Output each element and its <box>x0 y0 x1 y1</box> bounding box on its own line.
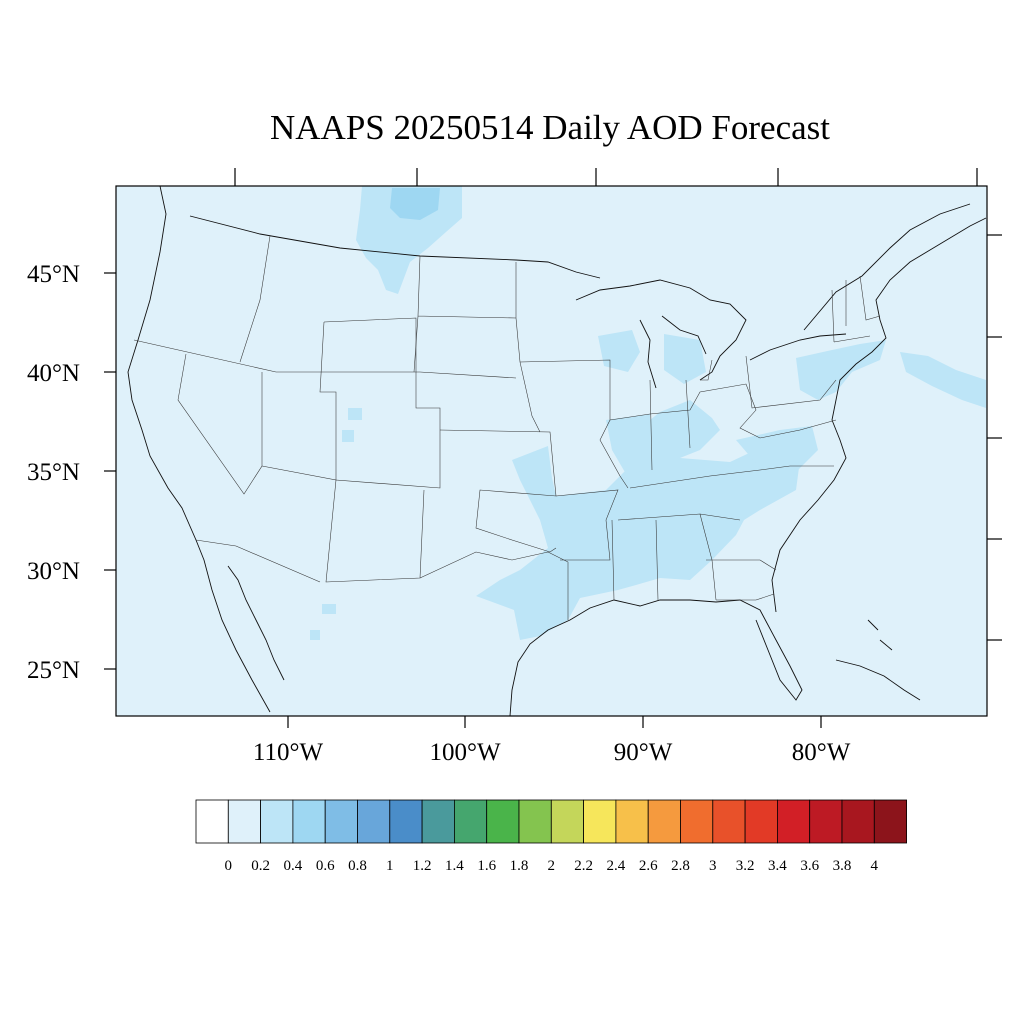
colorbar-tick-label: 1 <box>386 858 394 874</box>
aod-region-great-lakes <box>598 330 706 384</box>
state-line <box>413 255 541 433</box>
gulf-coastline <box>509 599 803 717</box>
colorbar-swatch <box>227 799 262 844</box>
colorbar-tick-label: 2.6 <box>639 858 658 874</box>
aod-region-ohio-valley <box>606 414 650 474</box>
state-line <box>519 359 629 489</box>
lon-label: 90°W <box>614 739 673 766</box>
colorbar-swatch <box>518 799 552 844</box>
colorbar-swatch <box>421 799 455 844</box>
colorbar-swatch <box>260 799 294 844</box>
colorbar-swatch <box>550 799 584 844</box>
colorbar-tick-label: 3.4 <box>768 858 787 874</box>
aod-region-montana-plume-edge <box>356 186 462 294</box>
aod-shading-layer <box>310 186 986 640</box>
colorbar-swatch <box>583 799 617 844</box>
colorbar-tick-label: 3.8 <box>833 858 852 874</box>
state-line <box>419 489 619 620</box>
aod-region-south-central-us <box>476 400 800 640</box>
colorbar-swatch <box>615 799 649 844</box>
lat-label: 45°N <box>27 261 80 288</box>
lat-label: 30°N <box>27 558 80 585</box>
colorbar-swatch <box>647 799 681 844</box>
colorbar-tick-label: 0 <box>225 858 233 874</box>
colorbar-swatch <box>712 799 746 844</box>
aod-region-atlantic-offshore <box>900 352 986 408</box>
colorbar-swatch <box>873 799 907 844</box>
lon-label: 110°W <box>253 739 324 766</box>
colorbar-swatch <box>292 799 326 844</box>
aod-region-mexico-speck <box>310 604 336 640</box>
state-line <box>133 235 517 379</box>
colorbar-tick-label: 2.2 <box>574 858 593 874</box>
state-line <box>319 317 441 489</box>
pacific-coastline <box>127 185 271 713</box>
cuba-bahamas <box>835 619 921 701</box>
colorbar-tick-label: 2.4 <box>607 858 626 874</box>
map-frame <box>115 185 988 717</box>
colorbar-swatch <box>357 799 391 844</box>
map-title: NAAPS 20250514 Daily AOD Forecast <box>270 108 830 147</box>
colorbar-swatch <box>324 799 358 844</box>
state-line <box>831 275 881 343</box>
colorbar-swatch <box>486 799 520 844</box>
colorbar-tick-label: 0.8 <box>348 858 367 874</box>
colorbar-labels: 0 0.2 0.4 0.6 0.8 1 1.2 1.4 1.6 1.8 2 2.2 2.4 2.6 2.8 3… <box>225 858 879 874</box>
colorbar-swatch <box>744 799 778 844</box>
great-lakes-outline <box>575 279 847 389</box>
state-line <box>611 465 834 601</box>
atlantic-coastline <box>771 217 987 613</box>
state-line <box>649 355 837 471</box>
colorbar-tick-label: 0.2 <box>251 858 270 874</box>
colorbar-tick-label: 2.8 <box>671 858 690 874</box>
lat-label: 25°N <box>27 657 80 684</box>
colorbar-swatch <box>841 799 875 844</box>
colorbar-tick-label: 2 <box>548 858 556 874</box>
lon-label: 100°W <box>429 739 500 766</box>
colorbar-swatch <box>389 799 423 844</box>
state-line <box>177 353 263 495</box>
aod-region-carolinas <box>736 426 818 470</box>
colorbar-tick-label: 1.2 <box>413 858 432 874</box>
colorbar-tick-label: 1.6 <box>477 858 496 874</box>
colorbar-swatch <box>777 799 811 844</box>
colorbar-swatch <box>195 799 229 844</box>
colorbar-swatch <box>680 799 714 844</box>
colorbar-tick-label: 0.4 <box>284 858 303 874</box>
colorbar-swatch <box>809 799 843 844</box>
axis-ticks <box>104 168 1002 728</box>
aod-region-colorado-speck <box>342 408 362 442</box>
colorbar-tick-label: 3.6 <box>800 858 819 874</box>
state-line <box>706 559 777 601</box>
colorbar-tick-label: 1.4 <box>445 858 464 874</box>
baja-california <box>227 565 285 681</box>
lat-label: 40°N <box>27 360 80 387</box>
aod-region-montana-plume <box>390 188 440 220</box>
lon-label: 80°W <box>792 739 851 766</box>
state-line <box>439 429 557 553</box>
colorbar-tick-label: 0.6 <box>316 858 335 874</box>
colorbar-tick-label: 3 <box>709 858 717 874</box>
colorbar-tick-label: 1.8 <box>510 858 529 874</box>
canada-border <box>189 203 971 331</box>
lat-label: 35°N <box>27 459 80 486</box>
colorbar-tick-label: 3.2 <box>736 858 755 874</box>
colorbar-tick-label: 4 <box>871 858 879 874</box>
colorbar-swatch <box>453 799 488 844</box>
aod-colorbar <box>195 799 907 844</box>
map-background <box>116 186 987 716</box>
state-boundaries-layer <box>133 235 881 620</box>
aod-region-northeast <box>796 340 886 400</box>
coastline-layer <box>127 185 987 717</box>
state-line <box>195 465 425 583</box>
